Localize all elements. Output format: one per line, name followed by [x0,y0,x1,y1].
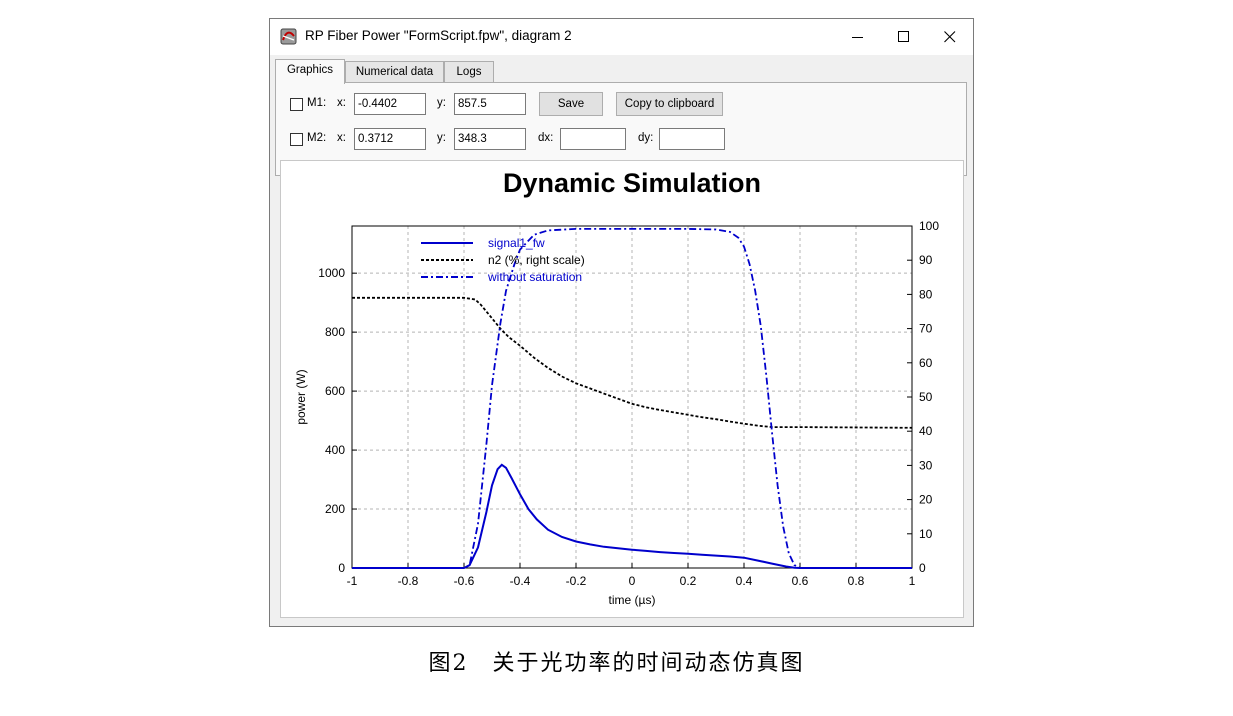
y2-tick-label: 20 [919,493,933,507]
m2-y-label: y: [437,132,446,144]
y2-tick-label: 10 [919,527,933,541]
m1-label: M1: [307,97,327,109]
app-window: RP Fiber Power "FormScript.fpw", diagram… [269,18,974,627]
y2-tick-label: 70 [919,322,933,336]
series-line-2 [352,228,912,569]
y-tick-label: 600 [325,384,345,398]
m1-y-field[interactable] [454,93,526,115]
m1-x-label: x: [337,97,346,109]
m1-checkbox[interactable] [290,98,303,111]
x-axis-label: time (µs) [609,593,656,607]
y2-tick-label: 80 [919,287,933,301]
y-tick-label: 1000 [318,266,345,280]
window-title: RP Fiber Power "FormScript.fpw", diagram… [305,28,572,43]
maximize-button[interactable] [881,19,927,55]
x-tick-label: 0 [629,574,636,588]
y-tick-label: 200 [325,502,345,516]
series-line-0 [352,463,912,569]
y2-tick-label: 90 [919,253,933,267]
m1-x-field[interactable] [354,93,426,115]
y-tick-label: 800 [325,325,345,339]
series-line-1 [352,296,913,429]
m2-x-field[interactable] [354,128,426,150]
tab-logs[interactable]: Logs [444,61,494,82]
x-tick-label: 1 [909,574,916,588]
m2-checkbox[interactable] [290,133,303,146]
m1-y-label: y: [437,97,446,109]
y2-tick-label: 40 [919,424,933,438]
dy-field[interactable] [659,128,725,150]
close-button[interactable] [927,19,973,55]
close-icon [944,31,956,43]
y2-tick-label: 30 [919,458,933,472]
x-tick-label: 0.6 [792,574,809,588]
minimize-icon [852,37,863,38]
x-tick-label: -0.8 [398,574,419,588]
y2-tick-label: 60 [919,356,933,370]
rp-fiber-power-icon [280,28,297,45]
x-tick-label: 0.8 [848,574,865,588]
y-tick-label: 400 [325,443,345,457]
y2-tick-label: 0 [919,561,926,575]
m2-x-label: x: [337,132,346,144]
figure-caption: 图2 关于光功率的时间动态仿真图 [428,651,805,676]
chart-title: Dynamic Simulation [503,168,761,198]
dy-label: dy: [638,132,654,144]
x-tick-label: 0.4 [736,574,753,588]
tab-numerical-data[interactable]: Numerical data [345,61,444,82]
y-axis-label: power (W) [294,369,308,424]
title-bar[interactable]: RP Fiber Power "FormScript.fpw", diagram… [270,19,973,55]
x-tick-label: 0.2 [680,574,697,588]
dynamic-simulation-chart: Dynamic Simulation -1 -0.8 -0.6 -0.4 -0.2 0 0.2… [294,168,939,607]
legend-label-0: signal1_fw [488,236,545,250]
y2-tick-label: 50 [919,390,933,404]
dx-label: dx: [538,132,554,144]
x-tick-label: -0.2 [566,574,587,588]
tab-graphics[interactable]: Graphics [275,59,345,84]
save-button[interactable]: Save [539,92,603,116]
x-tick-label: -1 [347,574,358,588]
copy-to-clipboard-button[interactable]: Copy to clipboard [616,92,723,116]
legend-label-2: without saturation [487,270,582,284]
m2-label: M2: [307,132,327,144]
x-tick-label: -0.6 [454,574,475,588]
y-tick-label: 0 [338,561,345,575]
plot-area[interactable]: Dynamic Simulation -1 -0.8 -0.6 -0.4 -0.2 0 0.2… [280,160,964,618]
maximize-icon [898,31,909,42]
y2-tick-label: 100 [919,219,939,233]
minimize-button[interactable] [835,19,881,55]
dx-field[interactable] [560,128,626,150]
legend-label-1: n2 (%, right scale) [488,253,585,267]
m2-y-field[interactable] [454,128,526,150]
x-tick-label: -0.4 [510,574,531,588]
